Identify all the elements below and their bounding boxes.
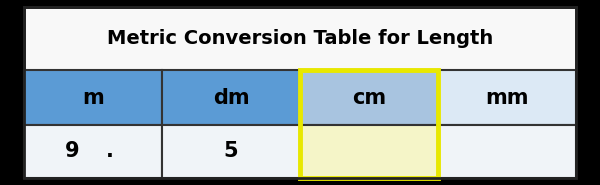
Bar	[438, 125, 576, 178]
Bar	[24, 7, 576, 70]
Text: 5: 5	[224, 141, 238, 161]
Bar	[24, 70, 162, 125]
Bar	[24, 125, 162, 178]
Bar	[300, 125, 438, 178]
Bar	[300, 70, 438, 125]
Text: cm: cm	[352, 88, 386, 108]
Text: dm: dm	[212, 88, 250, 108]
Text: mm: mm	[485, 88, 529, 108]
Bar	[438, 70, 576, 125]
Bar	[162, 70, 300, 125]
Text: m: m	[82, 88, 104, 108]
Text: Metric Conversion Table for Length: Metric Conversion Table for Length	[107, 29, 493, 48]
Bar	[162, 125, 300, 178]
Bar	[300, 70, 438, 178]
Text: .: .	[106, 141, 113, 161]
Text: 9: 9	[65, 141, 80, 161]
